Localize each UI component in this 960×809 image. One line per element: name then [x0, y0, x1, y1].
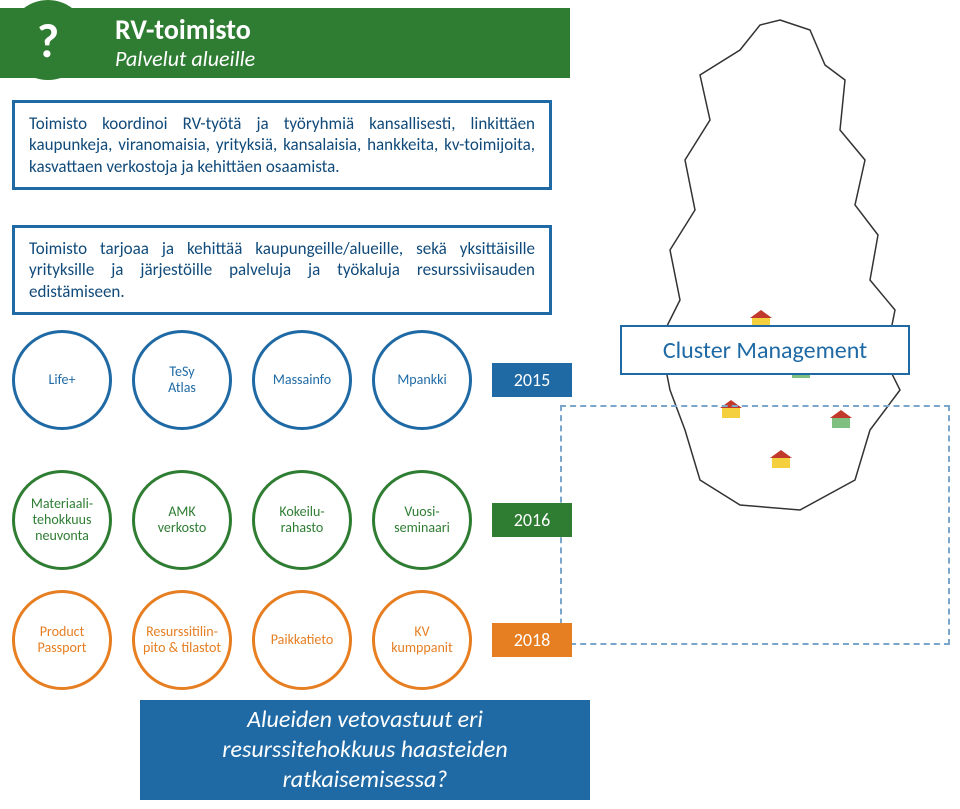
question-circle: ? [8, 0, 88, 80]
circle-kokeilurahasto: Kokeilu-rahasto [252, 470, 352, 570]
cluster-dashed-box [560, 405, 950, 645]
year-2016: 2016 [492, 503, 572, 537]
bottom-question-box: Alueiden vetovastuut eri resurssitehokku… [140, 700, 590, 800]
header-title: RV-toimisto [115, 12, 255, 47]
description-box-1: Toimisto koordinoi RV-työtä ja työryhmiä… [12, 100, 552, 190]
description-box-2: Toimisto tarjoaa ja kehittää kaupungeill… [12, 225, 552, 315]
row-2018: ProductPassport Resurssitilin-pito & til… [12, 590, 572, 690]
cluster-management-label: Cluster Management [620, 325, 910, 375]
circle-paikkatieto: Paikkatieto [252, 590, 352, 690]
circle-life: Life+ [12, 330, 112, 430]
year-2015: 2015 [492, 363, 572, 397]
year-2018: 2018 [492, 623, 572, 657]
circle-tesy-atlas: TeSyAtlas [132, 330, 232, 430]
header-subtitle: Palvelut alueille [115, 45, 255, 72]
circle-resurssitilinpito: Resurssitilin-pito & tilastot [132, 590, 232, 690]
circle-mpankki: Mpankki [372, 330, 472, 430]
circle-materiaalitehokkuus: Materiaali-tehokkuusneuvonta [12, 470, 112, 570]
circle-massainfo: Massainfo [252, 330, 352, 430]
circle-vuosiseminaari: Vuosi-seminaari [372, 470, 472, 570]
header-text: RV-toimisto Palvelut alueille [115, 12, 255, 72]
circle-kv-kumppanit: KVkumppanit [372, 590, 472, 690]
row-2016: Materiaali-tehokkuusneuvonta AMKverkosto… [12, 470, 572, 570]
circle-product-passport: ProductPassport [12, 590, 112, 690]
row-2015: Life+ TeSyAtlas Massainfo Mpankki 2015 [12, 330, 572, 430]
circle-amk-verkosto: AMKverkosto [132, 470, 232, 570]
